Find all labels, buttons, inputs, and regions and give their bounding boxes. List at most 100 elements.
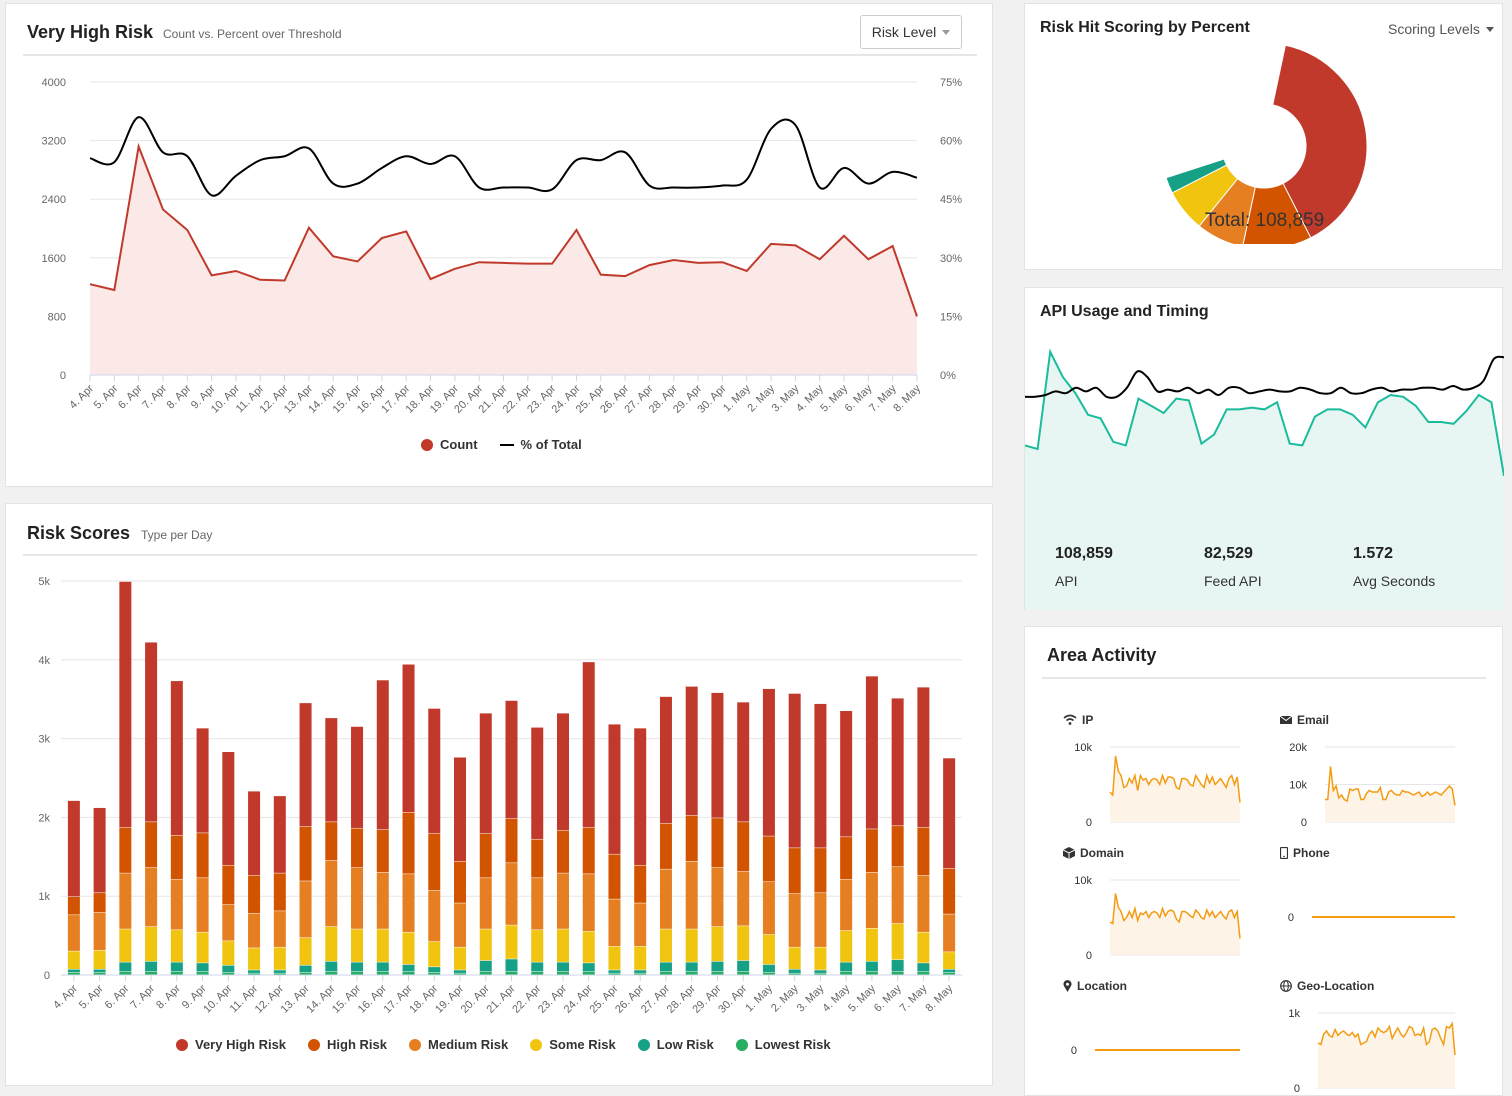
scoring-levels-dropdown[interactable]: Scoring Levels [1388,21,1494,37]
bar-segment [68,897,80,915]
legend-marker [176,1039,188,1051]
bar-segment [686,816,698,861]
bar-segment [171,681,183,835]
bar-segment [428,973,440,975]
bar-segment [608,970,620,973]
bar-segment [737,822,749,871]
bar-segment [197,833,209,877]
bar-segment [686,687,698,816]
y-tick-right: 45% [940,194,962,206]
legend-item-count[interactable]: Count [421,437,478,452]
bar-segment [892,972,904,975]
bar-segment [171,930,183,962]
legend-label: Lowest Risk [755,1037,831,1052]
caret-down-icon [942,30,950,35]
bar-segment [274,796,286,873]
bar-segment [866,962,878,972]
bar-segment [634,970,646,973]
bar-segment [197,963,209,971]
bar-segment [454,973,466,974]
y-tick-label: 10k [1074,875,1092,887]
x-tick-label: 4. Apr [67,382,96,411]
panel-title: Risk Hit Scoring by Percent [1040,19,1250,37]
bar-segment [377,873,389,929]
bar-segment [943,758,955,868]
y-tick-right: 30% [940,253,962,265]
y-tick-label: 0 [1294,1083,1300,1095]
bar-segment [840,931,852,962]
bar-segment [917,932,929,962]
bar-segment [403,965,415,972]
bar-segment [325,861,337,927]
bar-segment [789,894,801,947]
bar-segment [866,676,878,828]
legend-item[interactable]: High Risk [308,1037,387,1052]
bar-segment [300,881,312,937]
bar-segment [814,970,826,973]
risk-level-button[interactable]: Risk Level [860,15,962,49]
bar-segment [274,947,286,969]
bar-segment [248,914,260,948]
bar-segment [454,758,466,862]
feed-api-label: Feed API [1204,573,1262,589]
bar-segment [531,839,543,877]
bar-segment [68,969,80,972]
panel-subtitle: Type per Day [141,528,212,542]
bar-segment [634,947,646,970]
bar-segment [531,962,543,971]
bar-segment [403,932,415,964]
bar-segment [300,827,312,881]
bar-segment [145,972,157,975]
x-tick-label: 6. Apr [116,382,145,411]
bar-segment [171,880,183,930]
legend-item[interactable]: Very High Risk [176,1037,286,1052]
bar-segment [866,829,878,872]
legend-item[interactable]: Lowest Risk [736,1037,831,1052]
bar-segment [583,932,595,963]
legend-item[interactable]: Medium Risk [409,1037,508,1052]
bar-segment [197,728,209,832]
bar-segment [325,962,337,972]
bar-segment [94,913,106,950]
y-tick-label: 1k [1288,1008,1300,1020]
bar-segment [917,963,929,971]
bar-segment [583,972,595,975]
legend-label: Medium Risk [428,1037,508,1052]
y-tick-right: 60% [940,136,962,148]
api-label: API [1055,573,1078,589]
legend-marker [638,1039,650,1051]
legend-label: Count [440,437,478,452]
bar-segment [428,834,440,890]
bar-segment [377,680,389,829]
bar-segment [454,903,466,947]
bar-segment [943,914,955,951]
y-tick-left: 800 [48,311,66,323]
bar-segment [377,929,389,962]
legend-item[interactable]: Low Risk [638,1037,714,1052]
x-tick-label: 7. Apr [140,382,169,411]
legend-item-pct[interactable]: % of Total [500,437,582,452]
bar-segment [634,973,646,974]
bar-segment [274,911,286,947]
bar-segment [686,862,698,929]
api-line [1025,357,1504,398]
bar-segment [763,882,775,934]
bar-segment [789,694,801,848]
bar-segment [789,973,801,974]
bar-segment [660,962,672,971]
bar-segment [94,973,106,975]
bar-segment [377,830,389,872]
bar-segment [814,704,826,848]
bar-segment [608,947,620,970]
bar-segment [351,868,363,929]
y-tick-left: 1600 [42,253,66,265]
bar-segment [145,868,157,927]
bar-segment [197,878,209,932]
bar-segment [917,687,929,827]
bar-segment [737,702,749,821]
bar-segment [557,713,569,830]
legend-item[interactable]: Some Risk [530,1037,615,1052]
risk-scores-panel: Risk Scores Type per Day 0 1k 2k 3k 4k 5k 4. A… [5,503,993,1086]
bar-segment [943,952,955,969]
bar-segment [686,929,698,962]
